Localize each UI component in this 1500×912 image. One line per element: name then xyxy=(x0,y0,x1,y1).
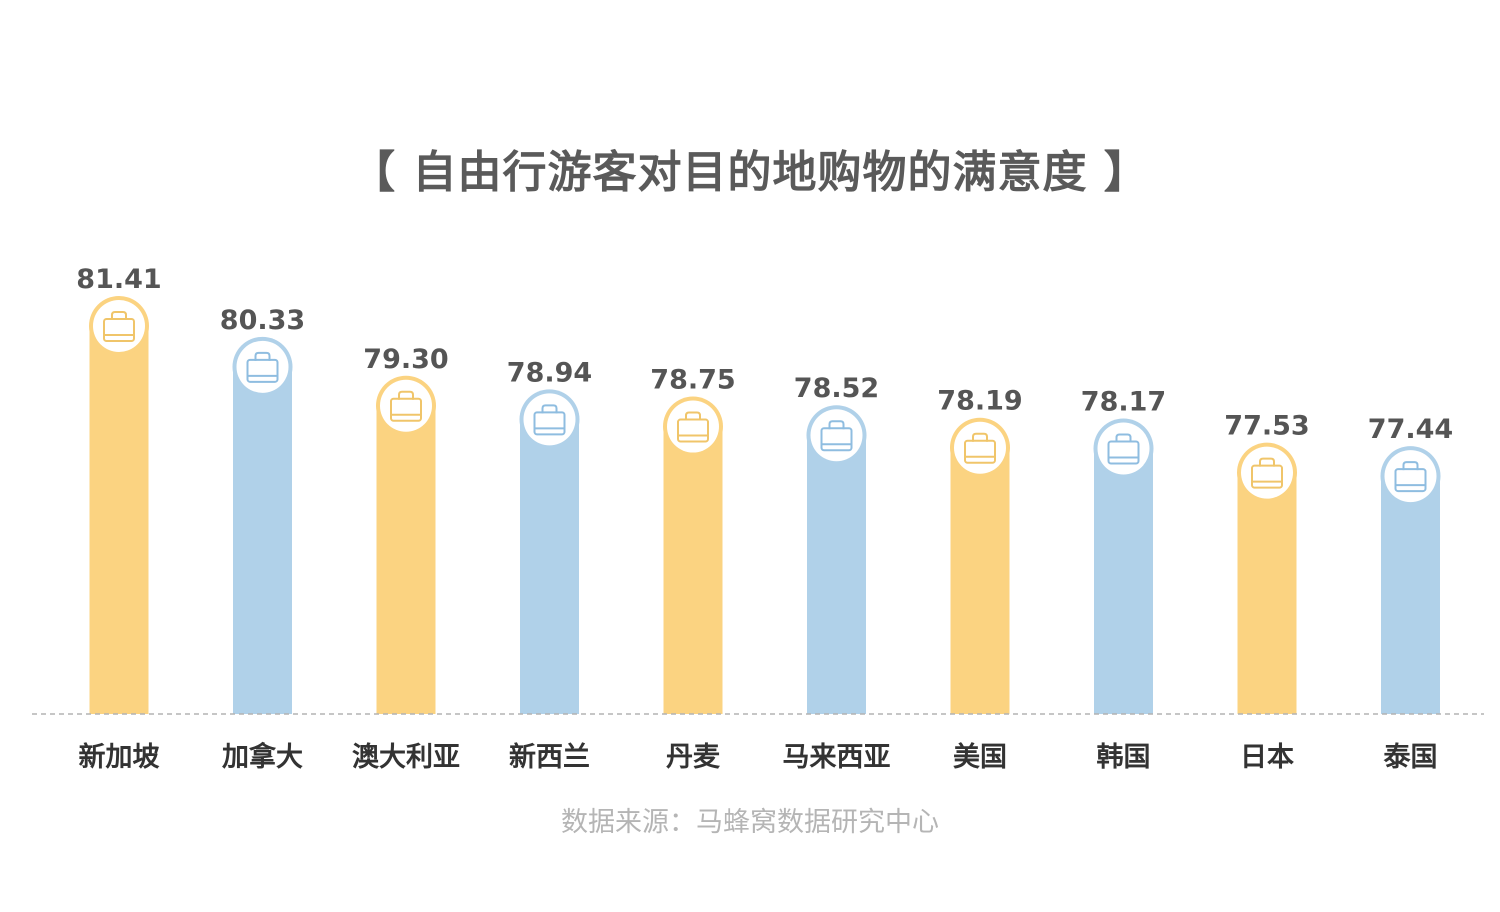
chart-title: 【 自由行游客对目的地购物的满意度 】 xyxy=(351,147,1149,198)
bar xyxy=(233,366,292,714)
category-label: 美国 xyxy=(953,741,1007,773)
value-label: 80.33 xyxy=(220,305,305,336)
shopping-bag-icon xyxy=(246,351,279,383)
bar xyxy=(89,326,149,714)
shopping-bag-icon xyxy=(964,432,996,464)
bar-cap-face xyxy=(236,340,289,393)
category-label: 泰国 xyxy=(1384,742,1438,773)
shopping-bag-icon xyxy=(1251,457,1283,489)
category-label: 丹麦 xyxy=(666,742,721,773)
shopping-bag-icon xyxy=(103,311,135,342)
value-label: 78.52 xyxy=(794,373,879,404)
category-label: 新加坡 xyxy=(79,741,160,773)
value-label: 77.44 xyxy=(1368,414,1453,445)
category-label: 韩国 xyxy=(1097,742,1151,773)
bar-cap-face xyxy=(1384,450,1437,503)
shopping-bag-icon xyxy=(390,390,422,422)
bar-cap-face xyxy=(1241,446,1293,499)
category-label: 马来西亚 xyxy=(783,742,891,773)
bar xyxy=(520,419,579,714)
bar-cap-face xyxy=(954,421,1006,474)
bar xyxy=(950,447,1010,714)
shopping-bag-icon xyxy=(820,420,853,452)
shopping-bag-icon xyxy=(1394,461,1427,493)
bar-cap-face xyxy=(93,300,145,352)
bar-cap-face xyxy=(380,379,432,432)
bar-cap-face xyxy=(523,393,576,446)
category-label: 加拿大 xyxy=(222,741,303,773)
bars-layer xyxy=(89,296,1441,714)
shopping-bag-icon xyxy=(533,404,566,436)
bar xyxy=(663,426,723,714)
value-label: 79.30 xyxy=(363,344,448,375)
category-label: 日本 xyxy=(1240,742,1294,773)
bar xyxy=(1094,448,1153,714)
value-label: 78.19 xyxy=(937,386,1022,417)
value-label: 78.94 xyxy=(507,357,592,388)
source-note: 数据来源：马蜂窝数据研究中心 xyxy=(561,807,939,838)
bar xyxy=(807,435,866,714)
bar xyxy=(1381,476,1440,714)
category-label: 澳大利亚 xyxy=(352,742,460,773)
value-label: 81.41 xyxy=(76,264,161,295)
value-label: 78.75 xyxy=(650,365,735,396)
bar-cap-face xyxy=(810,409,863,462)
category-label: 新西兰 xyxy=(509,741,590,773)
shopping-bag-icon xyxy=(1107,433,1140,465)
labels-layer: 81.41 新加坡 80.33 加拿大 79.30 澳大利亚 78.94 新西兰 78.75 丹麦… xyxy=(76,264,1453,773)
bar xyxy=(376,405,436,714)
value-label: 77.53 xyxy=(1224,411,1309,442)
bar-cap-face xyxy=(667,400,719,453)
shopping-bag-icon xyxy=(677,411,709,443)
bar xyxy=(1237,472,1297,714)
bar-cap-face xyxy=(1097,422,1150,475)
value-label: 78.17 xyxy=(1081,386,1166,417)
